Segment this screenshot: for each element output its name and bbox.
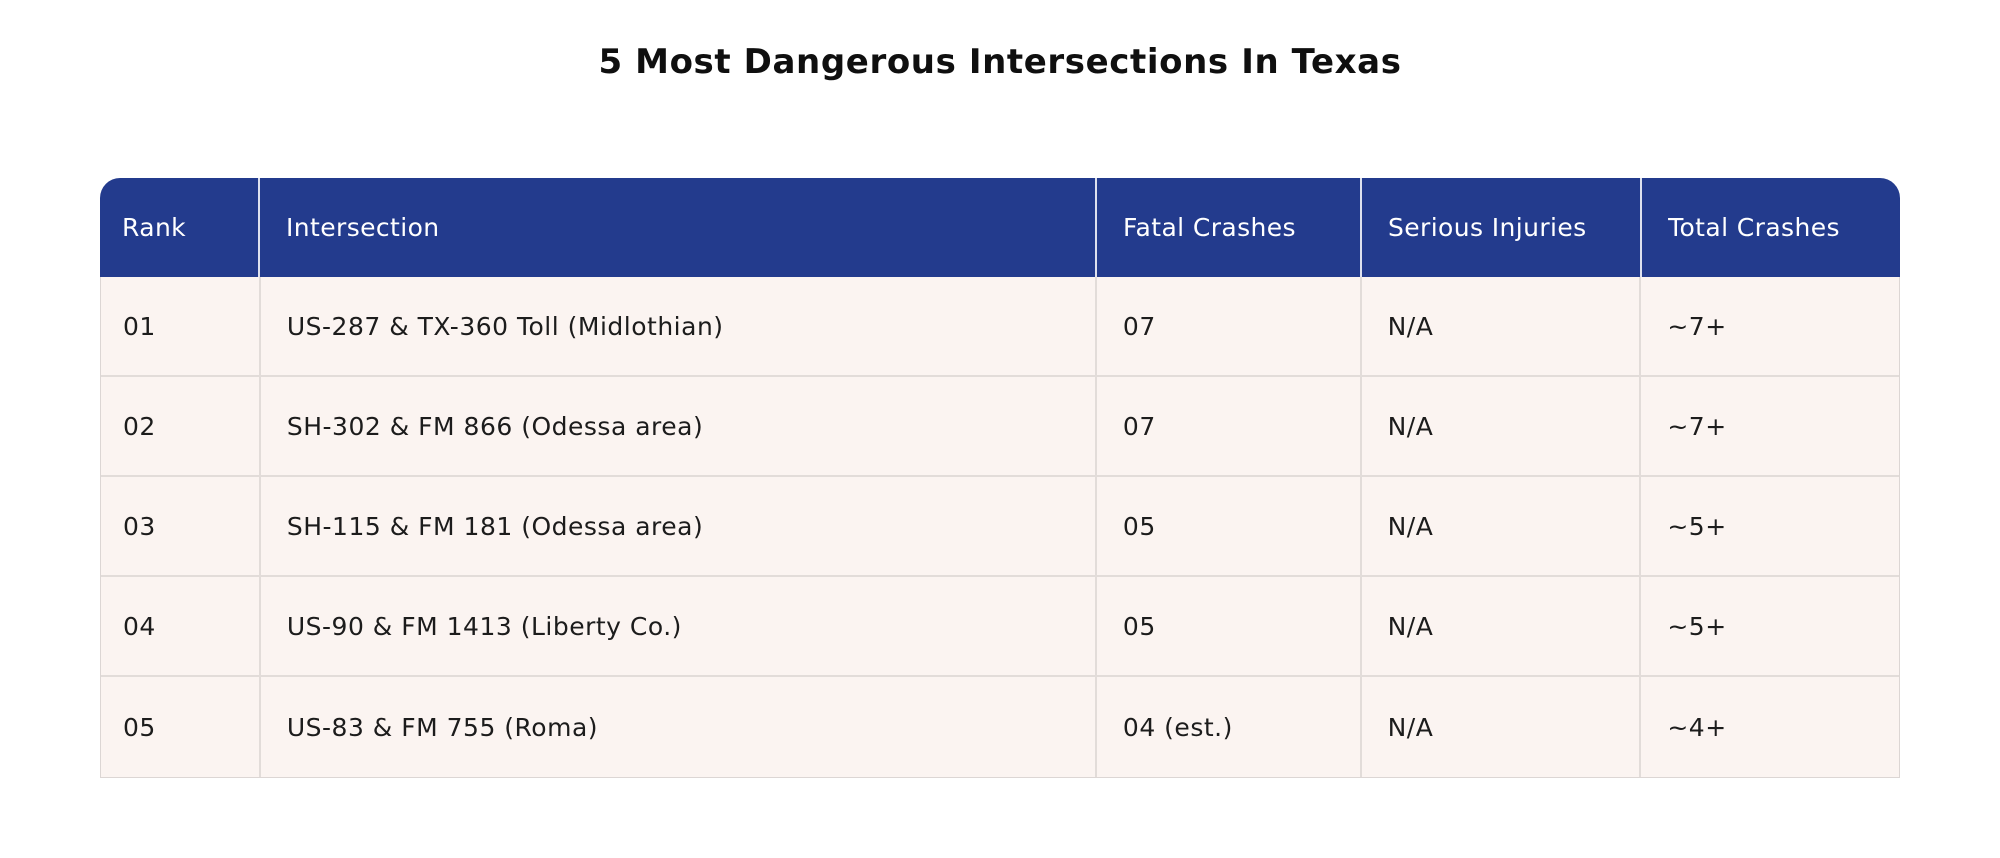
cell-rank: 01	[123, 311, 156, 341]
cell-fatal-crashes: 04 (est.)	[1094, 677, 1360, 777]
cell-rank: 04	[123, 611, 156, 641]
table-body: 01 US-287 & TX-360 Toll (Midlothian) 07 …	[100, 277, 1900, 778]
cell-intersection: SH-302 & FM 866 (Odessa area)	[258, 377, 1095, 475]
dangerous-intersections-table: Rank Intersection Fatal Crashes Serious …	[100, 178, 1900, 778]
table-row: 02 SH-302 & FM 866 (Odessa area) 07 N/A …	[101, 377, 1899, 477]
column-header-total-crashes: Total Crashes	[1640, 178, 1900, 277]
cell-total-crashes: ~4+	[1639, 677, 1899, 777]
cell-rank: 03	[123, 511, 156, 541]
cell-intersection: US-287 & TX-360 Toll (Midlothian)	[258, 277, 1095, 375]
cell-total-crashes: ~7+	[1639, 377, 1899, 475]
cell-fatal-crashes: 05	[1094, 477, 1360, 575]
cell-fatal-crashes: 07	[1094, 377, 1360, 475]
column-header-fatal-crashes: Fatal Crashes	[1095, 178, 1360, 277]
table-row: 04 US-90 & FM 1413 (Liberty Co.) 05 N/A …	[101, 577, 1899, 677]
cell-intersection: US-83 & FM 755 (Roma)	[258, 677, 1095, 777]
cell-intersection: US-90 & FM 1413 (Liberty Co.)	[258, 577, 1095, 675]
cell-rank: 05	[123, 712, 156, 742]
table-row: 03 SH-115 & FM 181 (Odessa area) 05 N/A …	[101, 477, 1899, 577]
cell-serious-injuries: N/A	[1359, 277, 1640, 375]
column-header-rank: Rank	[122, 213, 187, 242]
cell-serious-injuries: N/A	[1359, 677, 1640, 777]
cell-serious-injuries: N/A	[1359, 477, 1640, 575]
cell-total-crashes: ~5+	[1639, 577, 1899, 675]
cell-total-crashes: ~5+	[1639, 477, 1899, 575]
cell-intersection: SH-115 & FM 181 (Odessa area)	[258, 477, 1095, 575]
cell-fatal-crashes: 05	[1094, 577, 1360, 675]
table-row: 01 US-287 & TX-360 Toll (Midlothian) 07 …	[101, 277, 1899, 377]
cell-rank: 02	[123, 411, 156, 441]
cell-fatal-crashes: 07	[1094, 277, 1360, 375]
cell-serious-injuries: N/A	[1359, 577, 1640, 675]
table-row: 05 US-83 & FM 755 (Roma) 04 (est.) N/A ~…	[101, 677, 1899, 777]
page-title: 5 Most Dangerous Intersections In Texas	[598, 42, 1402, 82]
cell-total-crashes: ~7+	[1639, 277, 1899, 375]
table-header-row: Rank Intersection Fatal Crashes Serious …	[100, 178, 1900, 277]
column-header-intersection: Intersection	[258, 178, 1095, 277]
column-header-serious-injuries: Serious Injuries	[1359, 178, 1640, 277]
cell-serious-injuries: N/A	[1359, 377, 1640, 475]
